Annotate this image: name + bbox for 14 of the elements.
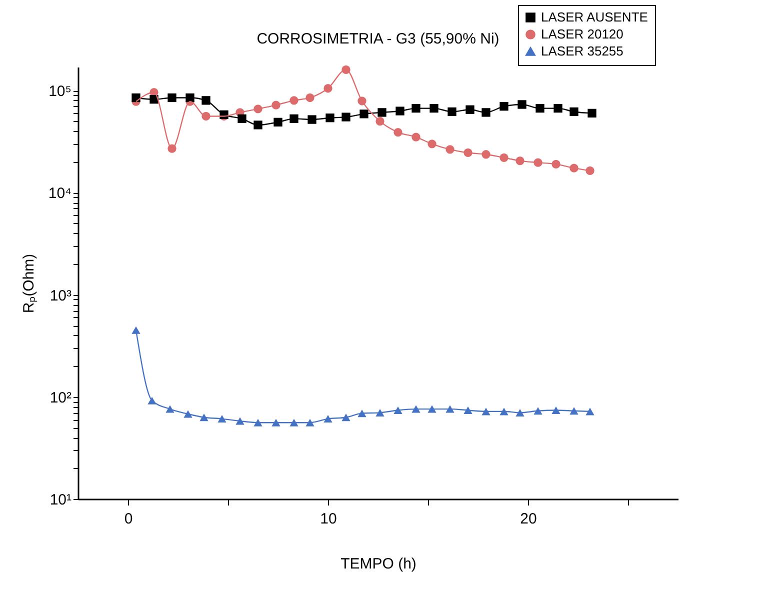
legend-label: LASER AUSENTE bbox=[541, 10, 648, 24]
legend-label: LASER 35255 bbox=[541, 44, 624, 58]
x-tick-label: 0 bbox=[124, 510, 133, 528]
chart-title: CORROSIMETRIA - G3 (55,90% Ni) bbox=[256, 30, 500, 48]
x-tick-label: 10 bbox=[320, 510, 337, 528]
y-axis-title: Rₚ(Ohm) bbox=[20, 254, 38, 314]
y-tick-label: 10⁵ bbox=[48, 83, 72, 100]
x-tick-label: 20 bbox=[520, 510, 537, 528]
x-axis-title: TEMPO (h) bbox=[340, 556, 416, 572]
y-tick-label: 10¹ bbox=[50, 492, 72, 508]
y-tick-label: 10⁴ bbox=[48, 185, 72, 202]
y-tick-label: 10³ bbox=[50, 287, 72, 304]
legend-label: LASER 20120 bbox=[541, 26, 624, 42]
y-tick-label: 10² bbox=[50, 389, 72, 406]
